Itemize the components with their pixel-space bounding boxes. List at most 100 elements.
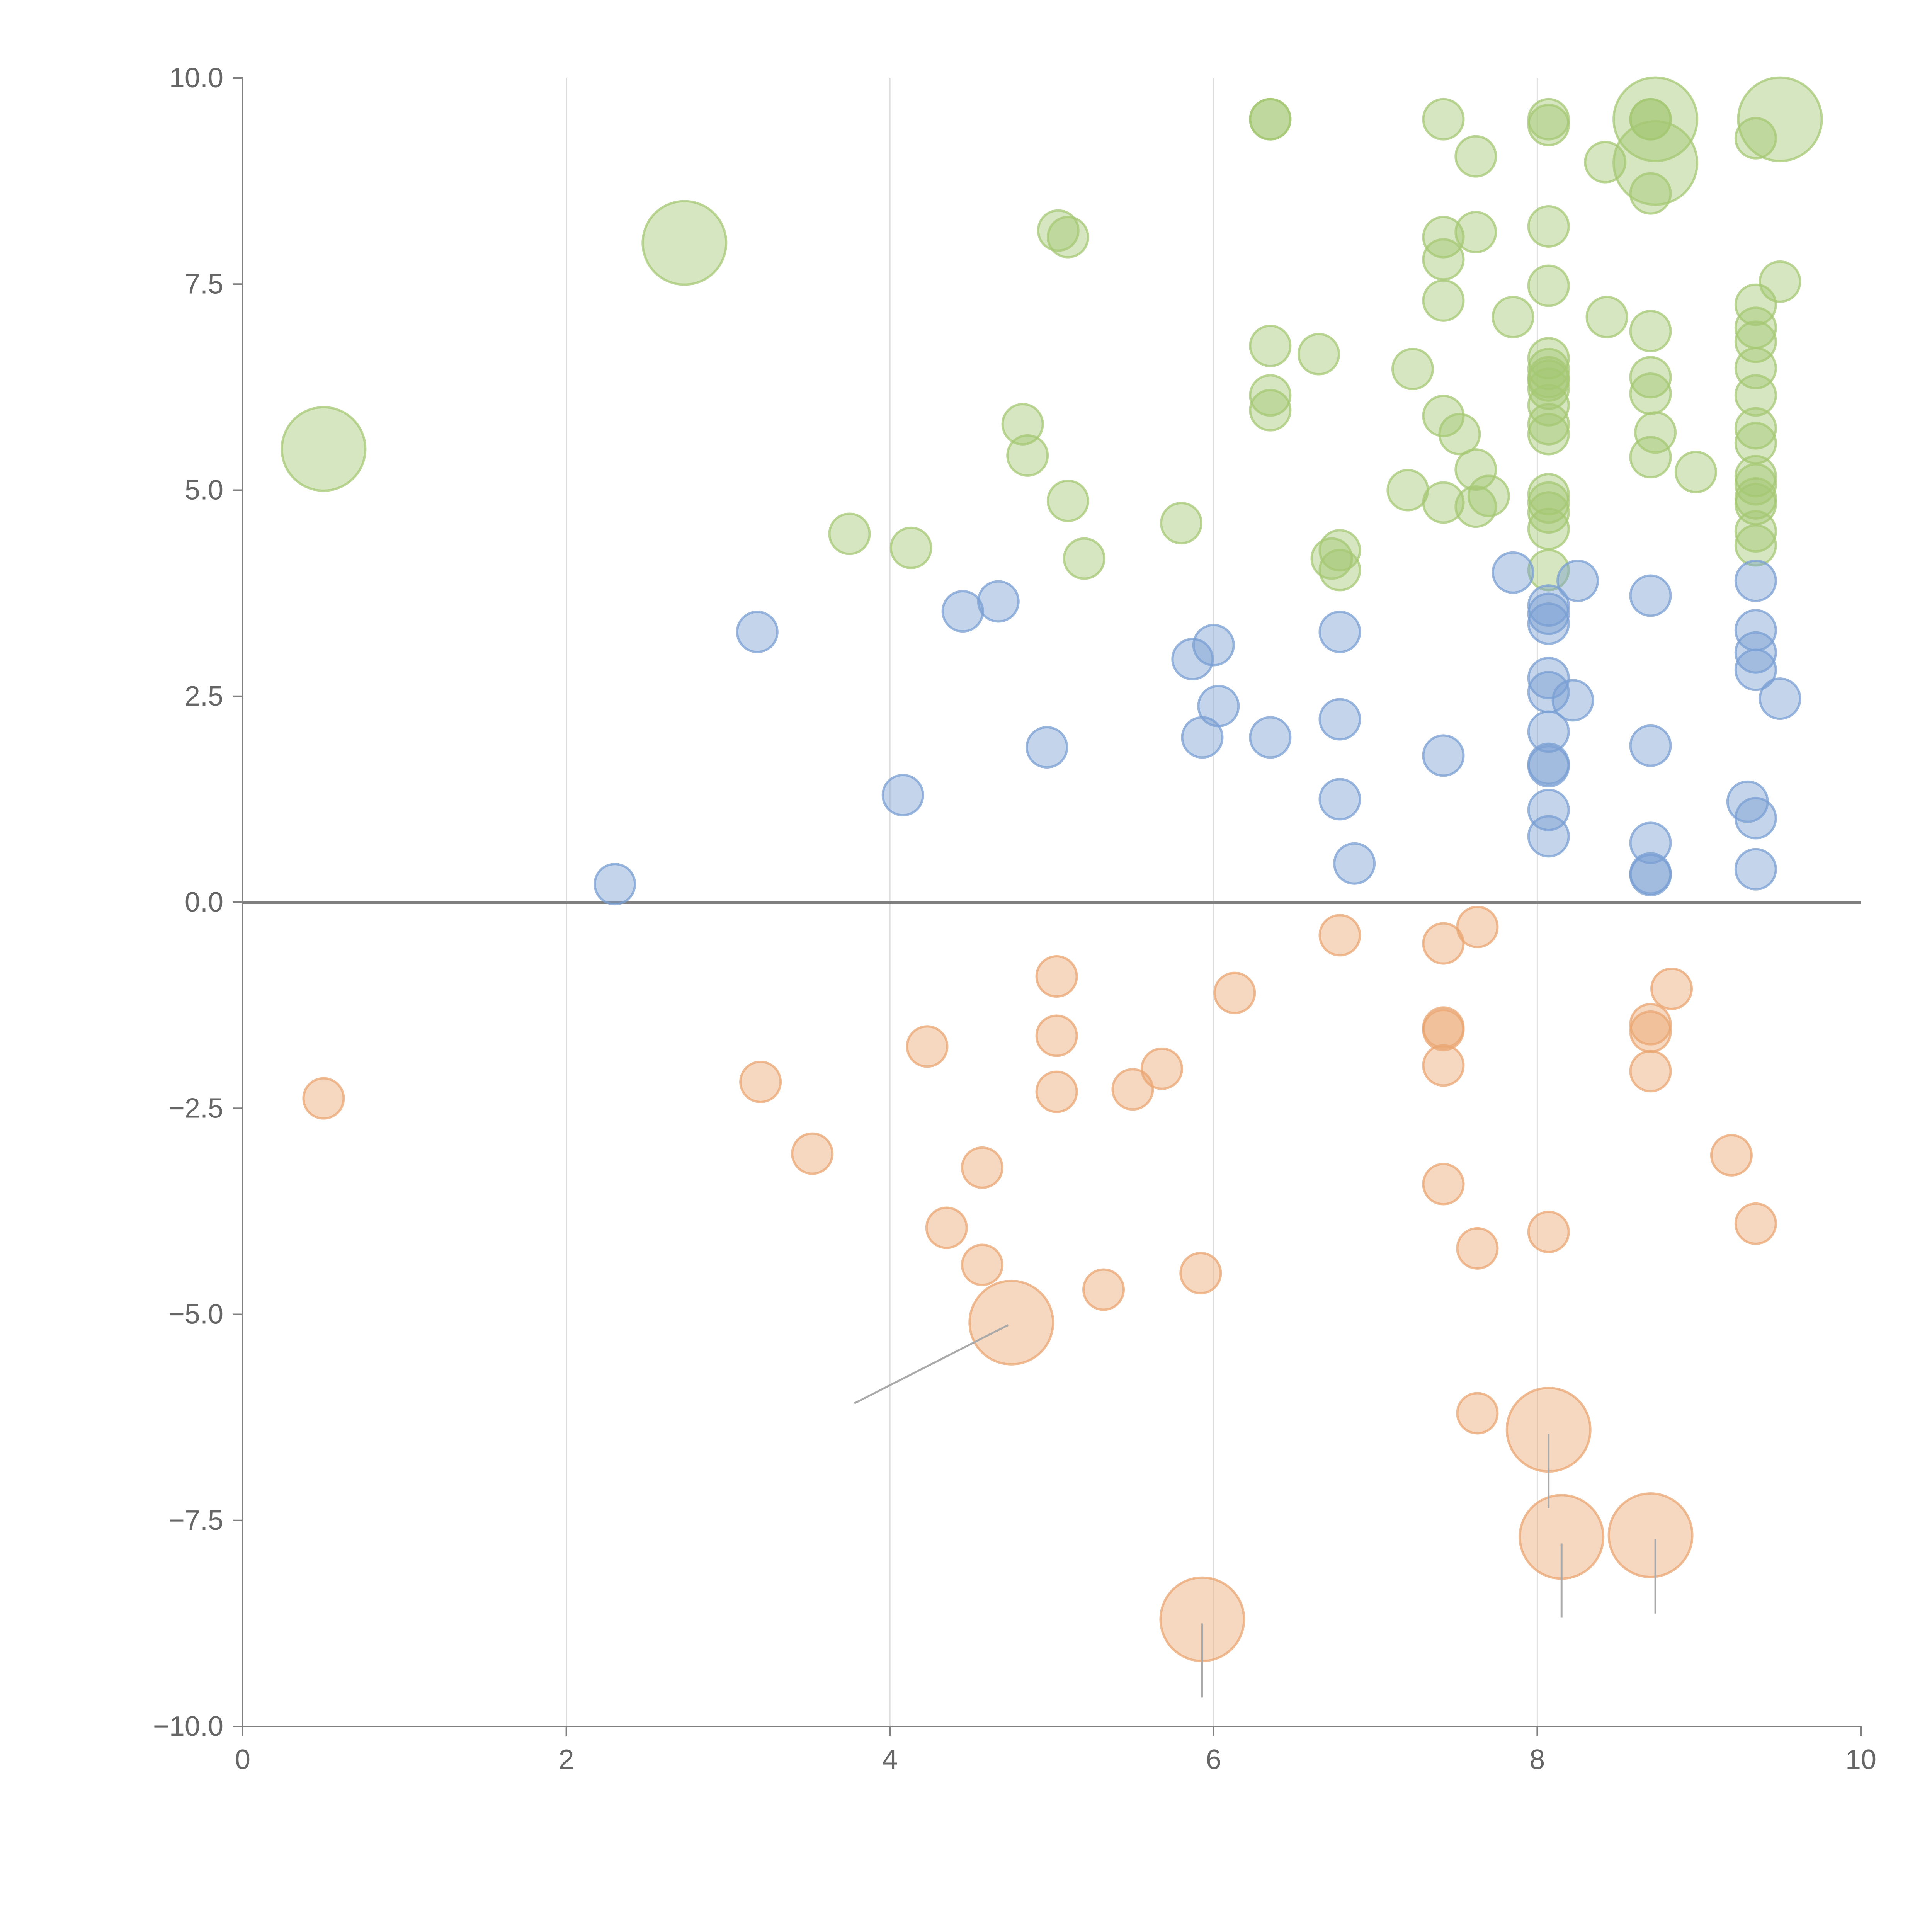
green-point	[1454, 135, 1497, 178]
green-point	[281, 406, 367, 492]
blue-point	[1551, 679, 1594, 722]
green-point	[1629, 356, 1672, 399]
blue-point	[1527, 656, 1570, 699]
blue-point	[1527, 815, 1570, 858]
green-point	[1629, 372, 1672, 415]
green-point	[1527, 367, 1570, 410]
green-point	[1734, 524, 1777, 567]
green-point	[1527, 264, 1570, 307]
orange-point	[1456, 1227, 1499, 1270]
green-point	[1006, 434, 1049, 477]
green-point	[1310, 537, 1353, 580]
green-point	[1318, 549, 1361, 592]
green-point	[1422, 395, 1465, 437]
orange-point	[1422, 1009, 1465, 1051]
tick-labels: 10.0 7.5 5.0 2.5 0.0 −2.5 −5.0 −7.5 −10.0 0 2 4 6 8 10	[153, 63, 1876, 1775]
y-tick-label: −7.5	[168, 1505, 223, 1536]
green-point	[1492, 296, 1534, 338]
orange-point	[1213, 971, 1256, 1014]
y-tick-label: 7.5	[185, 269, 223, 299]
blue-point	[941, 590, 984, 633]
green-point	[1634, 411, 1677, 454]
green-point	[1527, 413, 1570, 456]
green-point	[1249, 98, 1292, 141]
green-point	[1734, 407, 1777, 450]
green-point	[1249, 389, 1292, 432]
green-point	[1734, 117, 1777, 160]
green-point	[1391, 347, 1434, 390]
orange-point	[1456, 1392, 1499, 1435]
green-point	[641, 200, 728, 286]
orange-point	[1111, 1068, 1154, 1111]
orange-point	[1629, 1010, 1672, 1053]
annotation-leader-lines	[854, 1324, 1656, 1698]
green-point	[1454, 211, 1497, 253]
blue-point	[1734, 648, 1777, 691]
green-point	[1001, 403, 1044, 446]
green-point	[1527, 403, 1570, 446]
x-tick-label: 10	[1845, 1744, 1876, 1775]
orange-point	[1629, 1050, 1672, 1093]
green-point	[1249, 374, 1292, 417]
green-point	[1467, 474, 1510, 517]
x-tick-label: 8	[1529, 1744, 1545, 1775]
green-point	[1527, 507, 1570, 550]
orange-point	[1035, 1014, 1078, 1057]
blue-point	[1492, 551, 1534, 594]
orange-point	[1318, 914, 1361, 957]
green-point	[1422, 238, 1465, 281]
green-point	[1249, 325, 1292, 367]
green-point	[1454, 448, 1497, 491]
green-point	[1438, 413, 1481, 456]
blue-point	[1759, 677, 1801, 720]
blue-point	[1629, 854, 1672, 896]
green-point	[828, 512, 871, 555]
x-tick-label: 0	[235, 1744, 250, 1775]
orange-point	[961, 1146, 1003, 1189]
x-tick-label: 6	[1206, 1744, 1221, 1775]
blue-point	[1318, 698, 1361, 741]
green-point	[1422, 98, 1465, 141]
blue-point	[1629, 724, 1672, 767]
orange-point	[1179, 1252, 1222, 1294]
orange-point	[1422, 1044, 1465, 1087]
blue-point	[1734, 631, 1777, 674]
y-tick-label: −2.5	[168, 1093, 223, 1124]
orange-point	[1035, 955, 1078, 998]
green-point	[1612, 76, 1699, 162]
green-point	[1629, 98, 1672, 141]
blue-point	[1192, 624, 1235, 667]
blue-point	[1629, 574, 1672, 617]
green-point	[1422, 481, 1465, 524]
green-point	[1527, 491, 1570, 534]
green-point	[1759, 260, 1801, 303]
orange-point	[1035, 1070, 1078, 1113]
y-tick-label: 2.5	[185, 681, 223, 712]
orange-point	[961, 1243, 1003, 1286]
green-point	[1527, 205, 1570, 248]
blue-point	[1734, 797, 1777, 840]
data-points	[281, 76, 1823, 1662]
blue-point	[1527, 745, 1570, 788]
orange-point	[1422, 1163, 1465, 1206]
orange-point	[739, 1060, 782, 1103]
y-tick-label: 10.0	[169, 63, 223, 94]
y-tick-label: 0.0	[185, 887, 223, 918]
orange-point	[302, 1077, 345, 1120]
green-point	[1298, 333, 1340, 376]
orange-point	[906, 1025, 949, 1068]
blue-point	[1333, 842, 1376, 885]
blue-point	[1026, 726, 1068, 769]
green-point	[1585, 296, 1628, 338]
blue-point	[1527, 592, 1570, 635]
blue-point	[1556, 560, 1599, 602]
green-point	[1046, 216, 1089, 259]
orange-point	[1607, 1492, 1694, 1578]
green-point	[1063, 537, 1105, 580]
blue-point	[1527, 602, 1570, 645]
blue-point	[1197, 685, 1240, 728]
blue-point	[977, 580, 1020, 623]
annotation-leader-line	[854, 1324, 1009, 1405]
orange-point	[1734, 1202, 1777, 1245]
orange-point	[968, 1279, 1054, 1366]
